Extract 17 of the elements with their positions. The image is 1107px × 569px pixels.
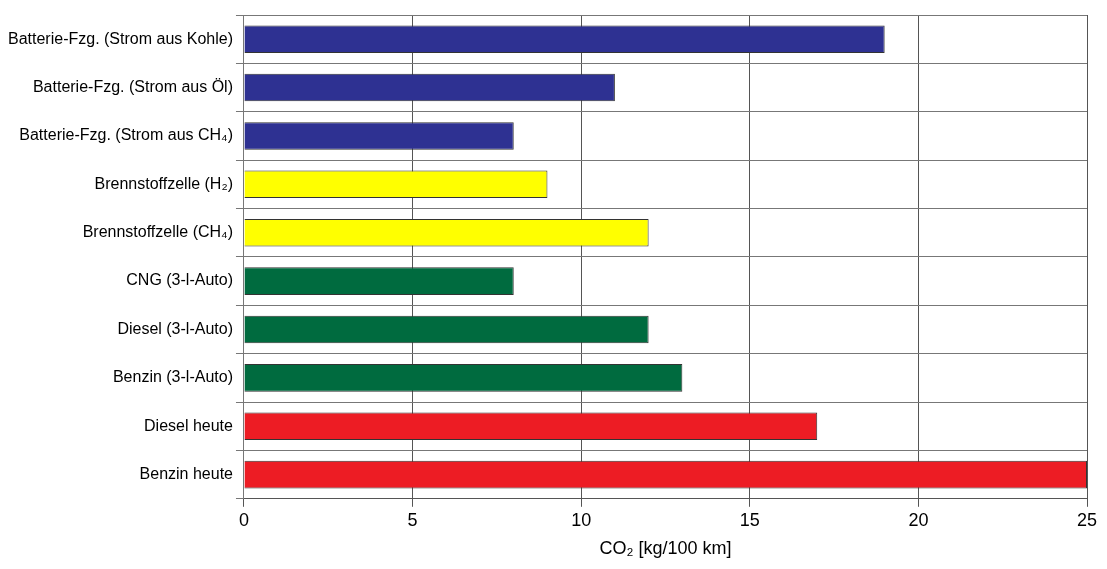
- y-tick-label: Brennstoffzelle (CH₄): [82, 223, 233, 241]
- x-tick-label: 25: [1076, 509, 1098, 530]
- y-tick-label: Benzin (3-l-Auto): [112, 368, 233, 386]
- x-tick-label: 0: [238, 509, 249, 530]
- y-tick-label: Batterie-Fzg. (Strom aus Kohle): [8, 29, 233, 47]
- y-tick-label: Batterie-Fzg. (Strom aus CH₄): [19, 126, 233, 144]
- x-axis-title: CO₂ [kg/100 km]: [599, 538, 732, 559]
- y-tick-label: Benzin heute: [139, 465, 234, 483]
- y-tick-label: Batterie-Fzg. (Strom aus Öl): [32, 77, 233, 95]
- x-tick-label: 15: [739, 509, 760, 530]
- y-tick-label: Diesel (3-l-Auto): [117, 319, 233, 337]
- y-tick-label: Diesel heute: [144, 416, 234, 434]
- x-tick-label: 10: [571, 509, 592, 530]
- y-tick-label: Brennstoffzelle (H₂): [94, 174, 233, 192]
- x-tick-label: 20: [908, 509, 929, 530]
- y-tick-label: CNG (3-l-Auto): [126, 271, 233, 289]
- x-tick-label: 5: [407, 509, 418, 530]
